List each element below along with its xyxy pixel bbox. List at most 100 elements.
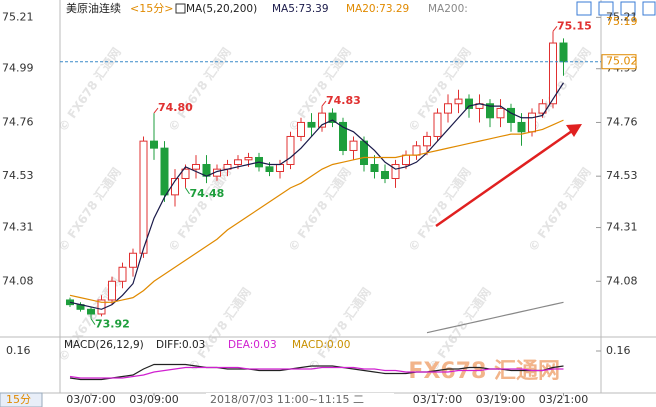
chart-title: 美原油连续 bbox=[66, 1, 121, 15]
candle-body bbox=[297, 121, 305, 137]
candle-body bbox=[202, 163, 211, 177]
line bbox=[69, 82, 565, 310]
y-tick-label: 0.16 bbox=[6, 344, 31, 357]
candle-body bbox=[318, 112, 326, 128]
candle-body bbox=[402, 154, 410, 165]
macd-label: DEA:0.03 bbox=[228, 339, 277, 351]
line bbox=[69, 119, 564, 303]
macd-label: MACD:0.00 bbox=[292, 339, 350, 351]
candle-body bbox=[370, 163, 379, 173]
candle-body bbox=[118, 266, 127, 282]
candle-body bbox=[339, 121, 347, 151]
annotation: 74.48 bbox=[190, 187, 225, 200]
y-tick-label: 74.31 bbox=[606, 221, 638, 234]
x-tick-label: 03/19:00 bbox=[476, 393, 525, 406]
candle-body bbox=[234, 159, 242, 165]
candle-body bbox=[192, 163, 200, 170]
candle-body bbox=[496, 107, 505, 119]
candle-body bbox=[129, 252, 137, 268]
annotation: 73.92 bbox=[95, 318, 130, 331]
ma-icon bbox=[175, 3, 186, 14]
y-tick-label: 75.21 bbox=[2, 10, 34, 23]
candle-body bbox=[423, 135, 431, 147]
candle-body bbox=[244, 156, 253, 161]
candle-body bbox=[328, 112, 337, 123]
macd-label: DIFF:0.03 bbox=[156, 339, 205, 351]
candle-body bbox=[517, 121, 526, 133]
y-tick-label: 74.76 bbox=[606, 115, 638, 128]
candle-body bbox=[108, 280, 116, 301]
period: <15分> bbox=[130, 2, 173, 15]
x-tick-label: 03/07:00 bbox=[66, 393, 115, 406]
cursor-time: 2018/07/03 11:00~11:15 二 bbox=[210, 393, 364, 406]
candle-body bbox=[538, 103, 547, 114]
ma-value: MA200: bbox=[428, 3, 468, 15]
candle-body bbox=[549, 42, 557, 105]
candle-body bbox=[181, 168, 190, 180]
candle-body bbox=[97, 299, 106, 315]
period-button-label[interactable]: 15分 bbox=[6, 393, 31, 406]
tool-button[interactable] bbox=[642, 1, 656, 16]
price-tag-box bbox=[601, 54, 637, 70]
annotation-leader bbox=[153, 107, 159, 114]
ma-value: MA20:73.29 bbox=[346, 3, 409, 15]
y-tick-label: 74.53 bbox=[2, 169, 34, 182]
y-tick-label: 74.08 bbox=[2, 274, 34, 287]
candle-body bbox=[139, 140, 148, 254]
tool-button[interactable] bbox=[620, 1, 636, 16]
y-tick-label: 74.31 bbox=[2, 221, 34, 234]
candle-body bbox=[276, 163, 284, 173]
candle-body bbox=[465, 98, 473, 109]
candle-body bbox=[486, 103, 494, 119]
macd-label: MACD(26,12,9) bbox=[64, 339, 144, 351]
annotation-leader bbox=[90, 318, 96, 325]
y-tick-label: 74.53 bbox=[606, 169, 638, 182]
x-tick-label: 03/17:00 bbox=[413, 393, 462, 406]
annotation-leader bbox=[552, 26, 558, 32]
candle-body bbox=[150, 140, 158, 149]
y-tick-label: 75.21 bbox=[606, 10, 638, 23]
line bbox=[69, 363, 564, 381]
tool-button[interactable] bbox=[598, 1, 614, 16]
line bbox=[426, 301, 564, 334]
cursor-time-box bbox=[206, 393, 394, 407]
annotation: 74.80 bbox=[158, 101, 193, 114]
candle-body bbox=[360, 140, 368, 165]
candle-body bbox=[412, 145, 421, 156]
y-tick-label: 74.99 bbox=[2, 62, 34, 75]
candle-body bbox=[454, 98, 463, 105]
annotation-leader bbox=[185, 187, 190, 195]
x-tick-label: 03/21:00 bbox=[539, 393, 588, 406]
tool-button[interactable] bbox=[576, 1, 592, 16]
annotation: 74.83 bbox=[326, 94, 361, 107]
price-tag: 75.19 bbox=[606, 15, 638, 28]
annotation-leader bbox=[321, 100, 327, 107]
candle-body bbox=[391, 163, 400, 180]
candle-body bbox=[381, 171, 389, 180]
x-tick-label: 03/09:00 bbox=[129, 393, 178, 406]
candle-body bbox=[307, 121, 316, 128]
y-tick-label: 74.76 bbox=[2, 115, 34, 128]
period-button[interactable] bbox=[0, 392, 43, 407]
arrow bbox=[435, 129, 573, 228]
candle-body bbox=[507, 107, 515, 123]
ma-label: MA(5,20,200) bbox=[186, 3, 257, 15]
y-tick-label: 74.08 bbox=[606, 274, 638, 287]
annotation: 75.15 bbox=[557, 19, 592, 32]
price-tag: 75.02 bbox=[606, 55, 638, 68]
candle-body bbox=[87, 308, 95, 315]
line bbox=[69, 366, 564, 379]
candle-body bbox=[528, 112, 536, 133]
candle-body bbox=[559, 42, 568, 63]
y-tick-label: 0.16 bbox=[606, 344, 631, 357]
candle-body bbox=[433, 112, 442, 137]
candle-body bbox=[265, 166, 274, 172]
candle-body bbox=[160, 147, 169, 196]
candle-body bbox=[286, 135, 295, 165]
ma-value: MA5:73.39 bbox=[272, 3, 329, 15]
candle-body bbox=[444, 103, 452, 114]
candle-body bbox=[349, 140, 358, 151]
arrow-head bbox=[566, 124, 582, 137]
